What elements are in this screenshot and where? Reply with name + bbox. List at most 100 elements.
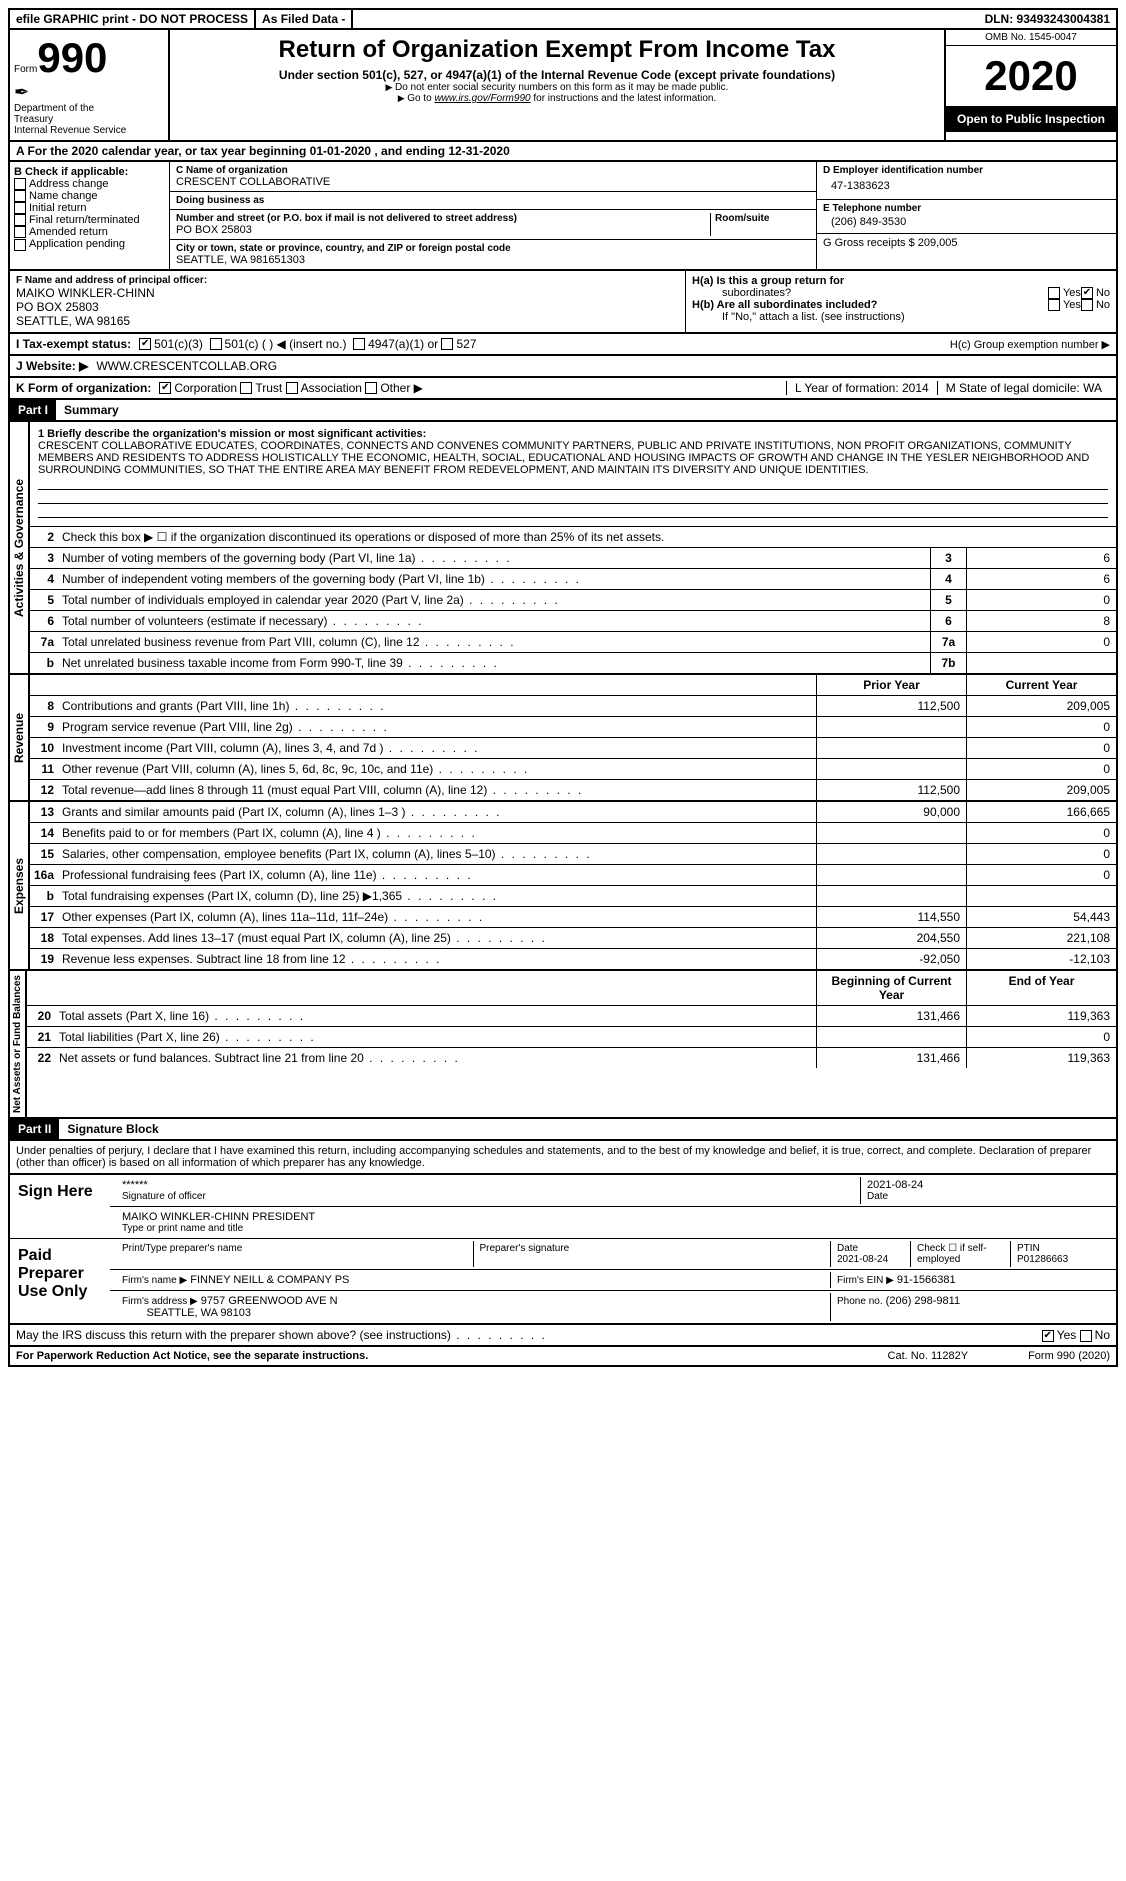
dept-line3: Internal Revenue Service <box>14 125 164 136</box>
discuss-question: May the IRS discuss this return with the… <box>16 1328 547 1342</box>
officer-name: MAIKO WINKLER-CHINN <box>16 286 679 300</box>
cb-527[interactable] <box>441 338 453 350</box>
open-public: Open to Public Inspection <box>946 106 1116 132</box>
officer-addr2: SEATTLE, WA 98165 <box>16 314 679 328</box>
org-city: SEATTLE, WA 981651303 <box>176 254 810 266</box>
line-item: 9Program service revenue (Part VIII, lin… <box>30 717 1116 738</box>
line-item: 5Total number of individuals employed in… <box>30 590 1116 611</box>
cb-discuss-no[interactable] <box>1080 1330 1092 1342</box>
hdr-eoy: End of Year <box>966 971 1116 1005</box>
addr-label: Number and street (or P.O. box if mail i… <box>176 213 710 224</box>
row-k-l-m: K Form of organization: ✔Corporation Tru… <box>8 378 1118 400</box>
cb-trust[interactable] <box>240 382 252 394</box>
dba-label: Doing business as <box>176 195 810 206</box>
cb-name-change[interactable] <box>14 190 26 202</box>
form-title: Return of Organization Exempt From Incom… <box>176 36 938 64</box>
side-nafb: Net Assets or Fund Balances <box>10 971 27 1117</box>
line-item: 7aTotal unrelated business revenue from … <box>30 632 1116 653</box>
dln: DLN: 93493243004381 <box>979 10 1116 28</box>
line-item: 10Investment income (Part VIII, column (… <box>30 738 1116 759</box>
cb-discuss-yes[interactable]: ✔ <box>1042 1330 1054 1342</box>
irs-link[interactable]: www.irs.gov/Form990 <box>434 93 530 104</box>
line-item: 21Total liabilities (Part X, line 26)0 <box>27 1027 1116 1048</box>
under-section: Under section 501(c), 527, or 4947(a)(1)… <box>176 68 938 82</box>
gross-receipts: G Gross receipts $ 209,005 <box>817 234 1116 252</box>
part1-title: Summary <box>56 400 127 420</box>
firm-addr2: SEATTLE, WA 98103 <box>146 1307 251 1319</box>
sig-officer-label: Signature of officer <box>122 1191 854 1202</box>
line-item: 2Check this box ▶ ☐ if the organization … <box>30 527 1116 548</box>
mission-text: CRESCENT COLLABORATIVE EDUCATES, COORDIN… <box>38 440 1089 476</box>
activities-governance-section: Activities & Governance 1 Briefly descri… <box>8 422 1118 675</box>
cb-501c[interactable] <box>210 338 222 350</box>
cb-assoc[interactable] <box>286 382 298 394</box>
col-b-checkboxes: B Check if applicable: Address change Na… <box>10 162 170 269</box>
line-item: 19Revenue less expenses. Subtract line 1… <box>30 949 1116 969</box>
row-f-h: F Name and address of principal officer:… <box>8 271 1118 334</box>
cb-4947[interactable] <box>353 338 365 350</box>
goto-prefix: Go to <box>398 93 435 104</box>
firm-phone: (206) 298-9811 <box>886 1295 960 1307</box>
website-url[interactable]: WWW.CRESCENTCOLLAB.ORG <box>96 359 277 373</box>
penalty-statement: Under penalties of perjury, I declare th… <box>8 1141 1118 1175</box>
firm-addr1: 9757 GREENWOOD AVE N <box>201 1295 338 1307</box>
line-item: 8Contributions and grants (Part VIII, li… <box>30 696 1116 717</box>
sig-date-label: Date <box>867 1191 1104 1202</box>
cb-ha-yes[interactable] <box>1048 287 1060 299</box>
officer-label: F Name and address of principal officer: <box>16 275 679 286</box>
form-prefix: Form <box>14 64 37 75</box>
part2-label: Part II <box>10 1119 59 1139</box>
side-ag: Activities & Governance <box>10 422 30 673</box>
cb-other[interactable] <box>365 382 377 394</box>
cb-address-change[interactable] <box>14 178 26 190</box>
efile-notice: efile GRAPHIC print - DO NOT PROCESS <box>10 10 256 28</box>
officer-addr1: PO BOX 25803 <box>16 300 679 314</box>
officer-print-name: MAIKO WINKLER-CHINN PRESIDENT <box>122 1211 1104 1223</box>
line-item: 12Total revenue—add lines 8 through 11 (… <box>30 780 1116 800</box>
col-c-org-info: C Name of organization CRESCENT COLLABOR… <box>170 162 816 269</box>
org-address: PO BOX 25803 <box>176 224 710 236</box>
room-label: Room/suite <box>715 213 810 224</box>
cb-ha-no[interactable]: ✔ <box>1081 287 1093 299</box>
org-name-label: C Name of organization <box>176 165 810 176</box>
tax-year: 2020 <box>946 46 1116 106</box>
line-item: 18Total expenses. Add lines 13–17 (must … <box>30 928 1116 949</box>
sign-here-label: Sign Here <box>10 1175 110 1238</box>
goto-suffix: for instructions and the latest informat… <box>531 93 717 104</box>
row-i-tax-status: I Tax-exempt status: ✔501(c)(3) 501(c) (… <box>8 334 1118 356</box>
discuss-row: May the IRS discuss this return with the… <box>8 1325 1118 1347</box>
info-grid: B Check if applicable: Address change Na… <box>8 162 1118 271</box>
tel-label: E Telephone number <box>823 203 1110 214</box>
col-d-contact: D Employer identification number 47-1383… <box>816 162 1116 269</box>
cb-final-return[interactable] <box>14 214 26 226</box>
omb-number: OMB No. 1545-0047 <box>946 30 1116 46</box>
line-item: bTotal fundraising expenses (Part IX, co… <box>30 886 1116 907</box>
officer-print-label: Type or print name and title <box>122 1223 1104 1234</box>
page-footer: For Paperwork Reduction Act Notice, see … <box>8 1347 1118 1367</box>
form-header: Form990 ✒ Department of the Treasury Int… <box>8 30 1118 142</box>
ein-value: 47-1383623 <box>823 176 1110 196</box>
cb-amended[interactable] <box>14 226 26 238</box>
cb-corp[interactable]: ✔ <box>159 382 171 394</box>
dept-line1: Department of the <box>14 103 164 114</box>
as-filed: As Filed Data - <box>256 10 353 28</box>
dept-line2: Treasury <box>14 114 164 125</box>
org-name: CRESCENT COLLABORATIVE <box>176 176 810 188</box>
line-item: 11Other revenue (Part VIII, column (A), … <box>30 759 1116 780</box>
line-item: 3Number of voting members of the governi… <box>30 548 1116 569</box>
cb-initial-return[interactable] <box>14 202 26 214</box>
prep-sig-hdr: Preparer's signature <box>473 1241 831 1267</box>
line-item: 17Other expenses (Part IX, column (A), l… <box>30 907 1116 928</box>
line-item: 6Total number of volunteers (estimate if… <box>30 611 1116 632</box>
top-bar: efile GRAPHIC print - DO NOT PROCESS As … <box>8 8 1118 30</box>
cb-hb-yes[interactable] <box>1048 299 1060 311</box>
pra-notice: For Paperwork Reduction Act Notice, see … <box>16 1350 368 1362</box>
cb-pending[interactable] <box>14 239 26 251</box>
line-item: 13Grants and similar amounts paid (Part … <box>30 802 1116 823</box>
line-item: bNet unrelated business taxable income f… <box>30 653 1116 673</box>
prep-name-hdr: Print/Type preparer's name <box>116 1241 473 1267</box>
firm-name: FINNEY NEILL & COMPANY PS <box>190 1274 349 1286</box>
cb-hb-no[interactable] <box>1081 299 1093 311</box>
cb-501c3[interactable]: ✔ <box>139 338 151 350</box>
row-a-tax-year: A For the 2020 calendar year, or tax yea… <box>8 142 1118 162</box>
